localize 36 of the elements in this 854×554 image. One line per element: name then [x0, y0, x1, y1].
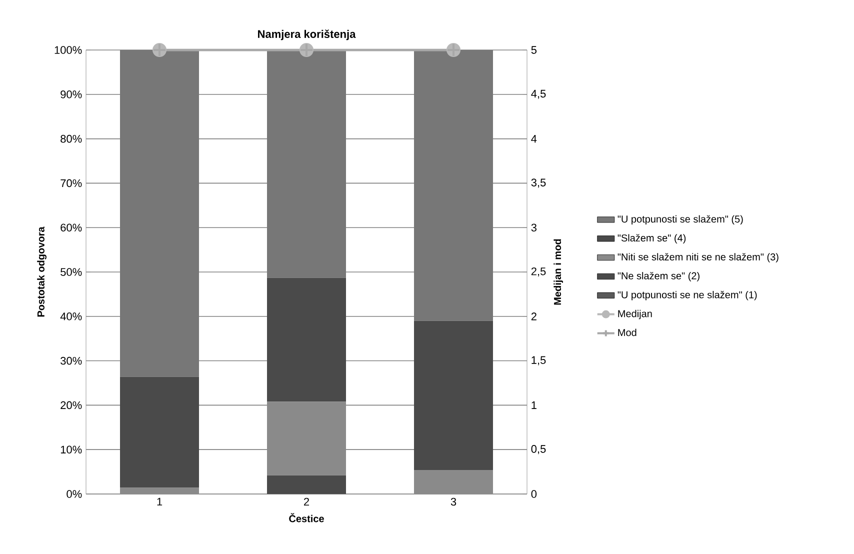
y2-tick-label: 0: [531, 490, 537, 498]
legend-label: "U potpunosti se ne slažem" (1): [618, 290, 757, 300]
legend-label: "Niti se slažem niti se ne slažem" (3): [618, 253, 778, 262]
x-tick-label: 1: [157, 498, 162, 506]
y2-tick-label: 3: [531, 224, 536, 232]
x-axis-title: Čestice: [289, 513, 324, 522]
y-tick-label: 20%: [60, 401, 82, 410]
y-tick-label: 90%: [60, 90, 82, 98]
y-tick-label: 0%: [66, 490, 82, 498]
legend-label: Medijan: [618, 310, 652, 320]
y2-tick-label: 1,5: [532, 356, 546, 366]
legend-label: "Slažem se" (4): [618, 234, 686, 244]
y2-tick-label: 5: [531, 46, 537, 54]
y-tick-label: 40%: [60, 312, 82, 320]
y2-tick-label: 3,5: [531, 178, 546, 188]
y2-tick-label: 0,5: [531, 445, 546, 454]
y-tick-label: 100%: [54, 46, 82, 54]
x-tick-label: 3: [450, 498, 456, 506]
y-tick-label: 30%: [60, 356, 82, 365]
y2-tick-label: 1: [532, 401, 536, 409]
y-tick-label: 50%: [60, 268, 82, 276]
y-tick-label: 60%: [60, 224, 82, 232]
y-tick-label: 10%: [60, 446, 82, 454]
y-tick-label: 70%: [60, 179, 82, 188]
y2-axis-title: Medijan i mod: [554, 239, 564, 305]
y-tick-label: 80%: [60, 134, 82, 143]
chart-title: Namjera korištenja: [258, 30, 356, 40]
y2-tick-label: 4,5: [531, 90, 546, 99]
legend-label: "U potpunosti se slažem" (5): [618, 215, 743, 225]
legend-label: "Ne slažem se" (2): [618, 272, 700, 282]
y2-tick-label: 2,5: [531, 267, 546, 277]
x-tick-label: 2: [304, 498, 310, 506]
y2-tick-label: 2: [531, 312, 536, 320]
y2-tick-label: 4: [531, 135, 537, 143]
legend-label: Mod: [618, 328, 636, 336]
y-axis-title: Postotak odgovora: [37, 226, 46, 317]
